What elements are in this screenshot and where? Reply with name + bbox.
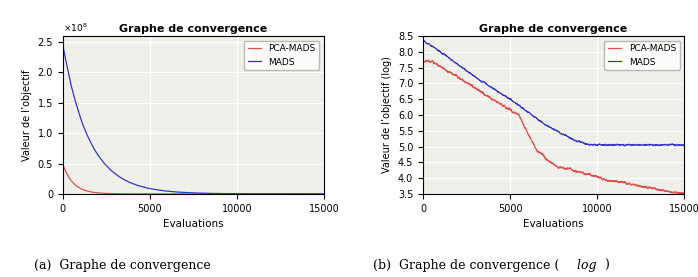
PCA-MADS: [164, 192, 172, 196]
MADS: [59, 46, 67, 49]
MADS: [449, 59, 457, 62]
MADS: [420, 39, 429, 43]
Line: PCA-MADS: PCA-MADS: [423, 60, 684, 194]
MADS: [675, 143, 683, 147]
Text: (b)  Graphe de convergence (: (b) Graphe de convergence (: [373, 259, 560, 272]
X-axis label: Evaluations: Evaluations: [163, 219, 223, 229]
Line: MADS: MADS: [63, 47, 324, 194]
Legend: PCA-MADS, MADS: PCA-MADS, MADS: [604, 40, 680, 70]
MADS: [267, 192, 275, 196]
Line: MADS: MADS: [423, 41, 684, 146]
MADS: [262, 192, 271, 196]
Legend: PCA-MADS, MADS: PCA-MADS, MADS: [244, 40, 319, 70]
Title: Graphe de convergence: Graphe de convergence: [119, 24, 267, 34]
Y-axis label: Valeur de l’objectif: Valeur de l’objectif: [22, 69, 32, 161]
PCA-MADS: [262, 192, 271, 196]
PCA-MADS: [419, 60, 427, 63]
Text: $\times10^{8}$: $\times10^{8}$: [63, 22, 87, 34]
PCA-MADS: [464, 82, 473, 86]
MADS: [530, 116, 539, 119]
MADS: [174, 190, 182, 194]
MADS: [680, 144, 688, 148]
MADS: [164, 190, 172, 193]
PCA-MADS: [238, 192, 246, 196]
PCA-MADS: [530, 145, 539, 148]
PCA-MADS: [320, 192, 328, 196]
PCA-MADS: [267, 192, 275, 196]
PCA-MADS: [424, 58, 433, 62]
MADS: [238, 192, 246, 195]
PCA-MADS: [519, 122, 528, 126]
Text: ): ): [373, 259, 610, 272]
PCA-MADS: [449, 73, 457, 76]
MADS: [646, 143, 655, 146]
PCA-MADS: [678, 192, 686, 195]
PCA-MADS: [59, 164, 67, 168]
MADS: [464, 71, 473, 74]
MADS: [85, 138, 94, 142]
MADS: [419, 40, 427, 43]
Text: (a)  Graphe de convergence: (a) Graphe de convergence: [34, 259, 211, 272]
MADS: [320, 192, 328, 196]
Title: Graphe de convergence: Graphe de convergence: [480, 24, 628, 34]
Text: log: log: [373, 259, 597, 272]
PCA-MADS: [85, 190, 94, 193]
MADS: [519, 107, 528, 110]
PCA-MADS: [680, 192, 688, 195]
PCA-MADS: [174, 192, 182, 196]
PCA-MADS: [675, 191, 683, 194]
PCA-MADS: [646, 186, 655, 189]
Line: PCA-MADS: PCA-MADS: [63, 166, 324, 194]
Y-axis label: Valeur de l’objectif (log): Valeur de l’objectif (log): [383, 57, 392, 173]
X-axis label: Evaluations: Evaluations: [524, 219, 584, 229]
